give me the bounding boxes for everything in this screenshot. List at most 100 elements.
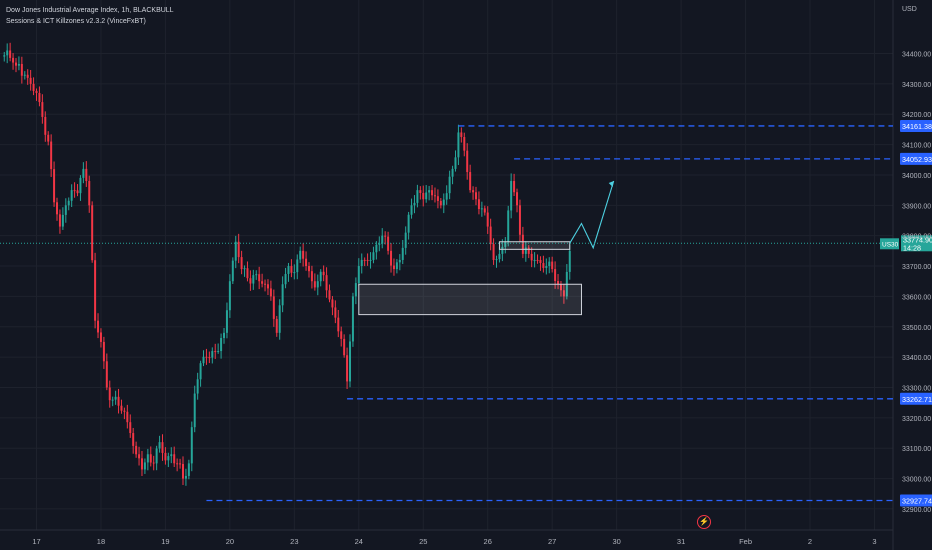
lightning-icon[interactable]: ⚡ [697, 515, 711, 529]
target-box[interactable] [498, 241, 571, 250]
candle-body [319, 271, 322, 282]
candle-body [220, 338, 223, 352]
candle-body [64, 205, 67, 215]
candle-body [545, 266, 548, 268]
level-badge [900, 119, 932, 132]
candle-body [401, 247, 404, 260]
y-tick-label: 34000.00 [902, 173, 931, 180]
price-axis[interactable]: USD 32900.00 33000.00 33100.00 33200.00 33300… [902, 6, 931, 514]
candle-body [448, 176, 451, 194]
candle-body [302, 250, 305, 259]
candle-body [346, 355, 349, 382]
symbol-badge [880, 238, 899, 250]
candle-body [480, 208, 483, 210]
candle-body [413, 202, 416, 206]
candle-body [524, 247, 527, 254]
y-tick-label: 34300.00 [902, 82, 931, 89]
candle-body [228, 281, 231, 311]
candle-body [149, 454, 152, 463]
candle-body [536, 259, 539, 261]
candle-body [184, 475, 187, 479]
candle-body [375, 244, 378, 253]
y-tick-label: 33100.00 [902, 446, 931, 453]
candle-body [223, 332, 226, 339]
candle-body [299, 250, 302, 260]
candles [3, 42, 571, 486]
candle-body [249, 278, 252, 284]
x-tick-label: Feb [739, 537, 752, 546]
x-tick-label: 17 [32, 537, 40, 546]
candle-body [498, 253, 501, 260]
level-badge [900, 392, 932, 405]
candle-body [187, 463, 190, 476]
indicator-title[interactable]: Sessions & ICT Killzones v2.3.2 (VinceFx… [6, 18, 146, 25]
candle-body [182, 464, 184, 479]
candle-body [158, 442, 161, 449]
candle-body [475, 192, 477, 200]
candle-body [9, 50, 12, 58]
candle-body [123, 410, 126, 412]
x-tick-label: 31 [677, 537, 685, 546]
candle-body [381, 235, 384, 244]
y-tick-label: 33300.00 [902, 385, 931, 392]
candle-body [82, 168, 85, 178]
candle-body [117, 396, 120, 406]
candle-body [67, 200, 70, 206]
candle-body [143, 462, 146, 470]
candle-body [477, 199, 480, 210]
candle-body [258, 274, 261, 282]
candle-body [29, 77, 32, 84]
candle-body [129, 422, 132, 434]
y-tick-label: 33400.00 [902, 355, 931, 362]
candle-body [378, 243, 381, 245]
candle-body [272, 296, 275, 319]
candle-body [179, 463, 182, 465]
candle-body [542, 263, 545, 268]
x-tick-label: 23 [290, 537, 298, 546]
candle-body [518, 205, 521, 235]
candle-body [290, 266, 293, 273]
symbol-title[interactable]: Dow Jones Industrial Average Index, 1h, … [6, 7, 174, 14]
candle-body [97, 320, 100, 333]
y-tick-label: 33900.00 [902, 203, 931, 210]
candle-body [108, 387, 111, 401]
candle-body [407, 214, 410, 233]
candle-body [32, 83, 35, 91]
candle-body [384, 235, 387, 237]
candle-body [451, 168, 454, 177]
candle-body [433, 195, 436, 197]
projection-path[interactable] [569, 180, 615, 250]
candle-body [231, 260, 234, 282]
candle-body [35, 90, 38, 93]
candle-body [310, 271, 313, 282]
level-label: 34161.38 [902, 122, 932, 131]
candle-body [340, 331, 343, 339]
candle-body [287, 266, 290, 274]
candle-body [225, 310, 228, 333]
candle-body [275, 318, 278, 333]
candle-body [296, 259, 299, 273]
level-label: 33262.71 [902, 395, 932, 404]
x-tick-label: 25 [419, 537, 427, 546]
candle-body [146, 454, 149, 463]
candle-body [363, 259, 366, 261]
y-tick-label: 33200.00 [902, 416, 931, 423]
candle-body [507, 210, 510, 242]
candle-body [58, 214, 61, 227]
candle-body [111, 399, 114, 401]
x-tick-label: 24 [355, 537, 363, 546]
candle-body [539, 259, 542, 263]
candle-body [533, 259, 536, 261]
candle-body [316, 281, 319, 288]
candle-body [281, 284, 284, 306]
candle-body [88, 181, 91, 206]
candle-body [422, 192, 425, 200]
projection-arrow-head [608, 181, 614, 188]
time-axis[interactable]: 17 18 19 20 23 24 25 26 27 30 31 Feb 2 3 [32, 537, 876, 546]
demand-zone[interactable] [358, 283, 582, 316]
candle-body [161, 442, 164, 453]
price-badge [901, 235, 932, 252]
candle-body [14, 62, 17, 66]
candle-body [559, 284, 562, 291]
